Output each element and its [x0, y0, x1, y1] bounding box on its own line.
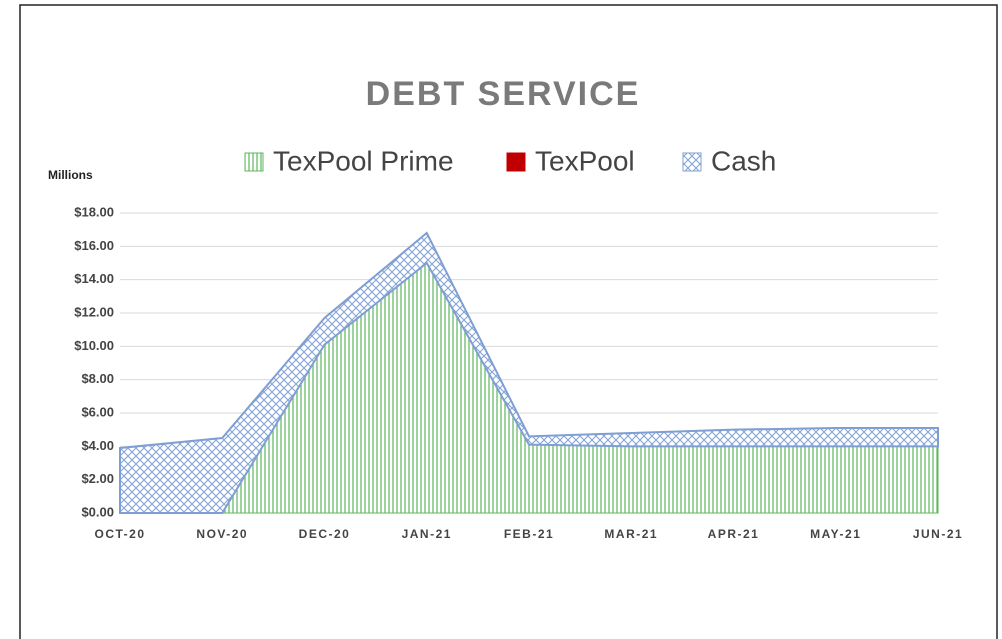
y-tick-label: $2.00 [81, 471, 114, 486]
y-tick-label: $6.00 [81, 404, 114, 419]
y-tick-label: $16.00 [74, 238, 114, 253]
x-tick-label: FEB-21 [504, 527, 554, 541]
y-tick-label: $18.00 [74, 204, 114, 219]
x-tick-label: OCT-20 [94, 527, 145, 541]
y-tick-label: $10.00 [74, 338, 114, 353]
frame [19, 4, 998, 639]
x-tick-label: APR-21 [708, 527, 760, 541]
y-tick-label: $12.00 [74, 304, 114, 319]
y-tick-label: $14.00 [74, 271, 114, 286]
x-tick-label: JAN-21 [402, 527, 452, 541]
x-tick-label: NOV-20 [196, 527, 248, 541]
y-tick-label: $0.00 [81, 504, 114, 519]
legend-label: Cash [711, 145, 776, 176]
y-tick-label: $8.00 [81, 371, 114, 386]
legend-swatch [682, 152, 702, 172]
y-tick-label: $4.00 [81, 438, 114, 453]
x-tick-label: JUN-21 [913, 527, 963, 541]
area [119, 231, 939, 514]
y-axis-label: Millions [48, 168, 93, 182]
x-tick-label: MAY-21 [810, 527, 861, 541]
legend-label: TexPool [535, 145, 635, 176]
x-tick-label: DEC-20 [299, 527, 351, 541]
chart-title: DEBT SERVICE [366, 75, 641, 113]
legend-label: TexPool Prime [273, 145, 454, 176]
x-tick-label: MAR-21 [604, 527, 658, 541]
legend-swatch [244, 152, 264, 172]
legend-swatch [506, 152, 526, 172]
